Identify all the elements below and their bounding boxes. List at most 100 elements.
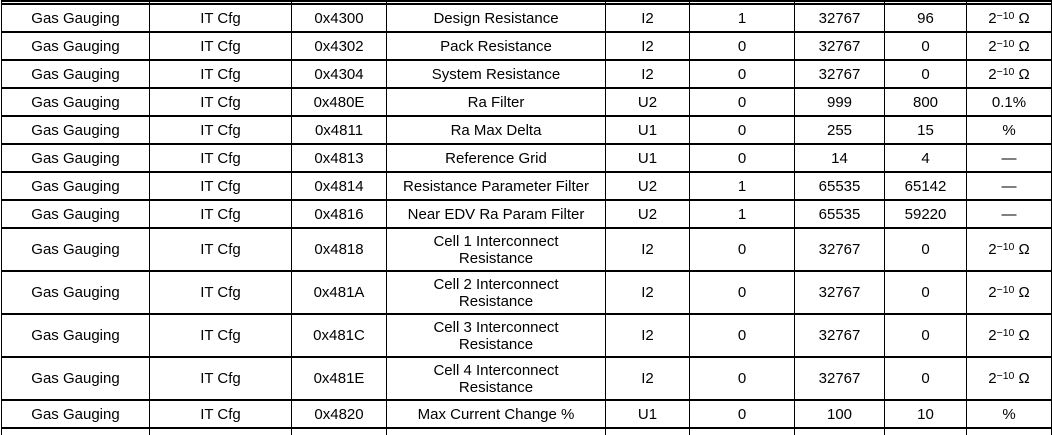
cell-name: Cell 3 Interconnect Resistance xyxy=(386,313,606,358)
cell-type: I2 xyxy=(605,31,690,61)
cell-class: Gas Gauging xyxy=(1,399,150,429)
cell-max: 255 xyxy=(794,115,885,145)
cell-default: 0 xyxy=(884,59,967,89)
unit-base: 2 xyxy=(988,370,997,387)
cell-unit: 2−10 Ω xyxy=(966,356,1052,401)
cell-empty xyxy=(291,427,387,435)
unit-tail: Ω xyxy=(1014,370,1030,387)
cell-class: Gas Gauging xyxy=(1,115,150,145)
unit-base: % xyxy=(1002,405,1016,423)
cell-class: Gas Gauging xyxy=(1,171,150,201)
cell-type: I2 xyxy=(605,270,690,315)
unit-exponent: −10 xyxy=(996,37,1015,50)
cell-name: Ra Max Delta xyxy=(386,115,606,145)
cell-unit: 2−10 Ω xyxy=(966,227,1052,272)
cell-max: 32767 xyxy=(794,31,885,61)
table-row: Gas Gauging IT Cfg 0x4814 Resistance Par… xyxy=(1,171,1052,201)
cell-default: 0 xyxy=(884,313,967,358)
cell-name: Max Current Change % xyxy=(386,399,606,429)
cell-type: U2 xyxy=(605,199,690,229)
cell-unit: 2−10 Ω xyxy=(966,59,1052,89)
cell-type: U1 xyxy=(605,399,690,429)
cell-min: 1 xyxy=(689,199,795,229)
cell-empty xyxy=(689,427,795,435)
cell-name: Cell 1 Interconnect Resistance xyxy=(386,227,606,272)
table-row: Gas Gauging IT Cfg 0x4300 Design Resista… xyxy=(1,3,1052,33)
cell-name: Cell 2 Interconnect Resistance xyxy=(386,270,606,315)
cell-address: 0x4300 xyxy=(291,3,387,33)
cell-class: Gas Gauging xyxy=(1,227,150,272)
cell-name: Design Resistance xyxy=(386,3,606,33)
cell-unit: 2−10 Ω xyxy=(966,270,1052,315)
cell-min: 0 xyxy=(689,31,795,61)
cell-address: 0x4304 xyxy=(291,59,387,89)
table-row: Gas Gauging IT Cfg 0x4820 Max Current Ch… xyxy=(1,399,1052,429)
cell-unit: — xyxy=(966,199,1052,229)
cell-subclass: IT Cfg xyxy=(149,87,292,117)
unit-tail: Ω xyxy=(1014,37,1030,55)
unit-tail: Ω xyxy=(1014,241,1030,258)
table-row: Gas Gauging IT Cfg 0x481C Cell 3 Interco… xyxy=(1,313,1052,358)
cell-min: 0 xyxy=(689,270,795,315)
cell-default: 800 xyxy=(884,87,967,117)
cell-subclass: IT Cfg xyxy=(149,227,292,272)
cell-min: 0 xyxy=(689,143,795,173)
cell-name: Pack Resistance xyxy=(386,31,606,61)
table-row: Gas Gauging IT Cfg 0x4811 Ra Max Delta U… xyxy=(1,115,1052,145)
unit-tail: Ω xyxy=(1014,284,1030,301)
cell-min: 1 xyxy=(689,3,795,33)
cell-subclass: IT Cfg xyxy=(149,3,292,33)
cell-type: U2 xyxy=(605,171,690,201)
cell-address: 0x4818 xyxy=(291,227,387,272)
cell-address: 0x4814 xyxy=(291,171,387,201)
unit-base: 2 xyxy=(988,65,997,83)
cell-name: Reference Grid xyxy=(386,143,606,173)
cell-type: U1 xyxy=(605,115,690,145)
cell-empty xyxy=(605,427,690,435)
cell-subclass: IT Cfg xyxy=(149,270,292,315)
unit-base: — xyxy=(1001,205,1017,223)
cell-min: 0 xyxy=(689,356,795,401)
cell-max: 32767 xyxy=(794,59,885,89)
cell-class: Gas Gauging xyxy=(1,3,150,33)
cell-max: 65535 xyxy=(794,171,885,201)
cell-max: 32767 xyxy=(794,270,885,315)
cell-empty xyxy=(1,427,150,435)
unit-base: 0.1% xyxy=(991,93,1027,111)
cell-unit: % xyxy=(966,115,1052,145)
cell-unit: 2−10 Ω xyxy=(966,31,1052,61)
cell-class: Gas Gauging xyxy=(1,31,150,61)
cell-name: Near EDV Ra Param Filter xyxy=(386,199,606,229)
cell-type: I2 xyxy=(605,3,690,33)
cell-type: I2 xyxy=(605,227,690,272)
cell-address: 0x4816 xyxy=(291,199,387,229)
cell-empty xyxy=(149,427,292,435)
unit-exponent: −10 xyxy=(996,65,1015,78)
unit-tail: Ω xyxy=(1014,65,1030,83)
cell-default: 96 xyxy=(884,3,967,33)
partial-row-top xyxy=(1,0,1052,5)
cell-empty xyxy=(966,0,1052,5)
cell-class: Gas Gauging xyxy=(1,59,150,89)
unit-exponent: −10 xyxy=(996,9,1015,22)
cell-name: System Resistance xyxy=(386,59,606,89)
cell-empty xyxy=(884,427,967,435)
cell-address: 0x481C xyxy=(291,313,387,358)
cell-min: 0 xyxy=(689,313,795,358)
cell-default: 59220 xyxy=(884,199,967,229)
cell-max: 100 xyxy=(794,399,885,429)
cell-address: 0x480E xyxy=(291,87,387,117)
cell-class: Gas Gauging xyxy=(1,87,150,117)
cell-default: 10 xyxy=(884,399,967,429)
partial-row-bottom xyxy=(1,427,1052,435)
cell-subclass: IT Cfg xyxy=(149,59,292,89)
cell-class: Gas Gauging xyxy=(1,143,150,173)
cell-default: 0 xyxy=(884,227,967,272)
cell-name: Resistance Parameter Filter xyxy=(386,171,606,201)
cell-subclass: IT Cfg xyxy=(149,399,292,429)
cell-type: U2 xyxy=(605,87,690,117)
unit-base: 2 xyxy=(988,284,997,301)
cell-max: 999 xyxy=(794,87,885,117)
unit-base: % xyxy=(1002,121,1016,139)
